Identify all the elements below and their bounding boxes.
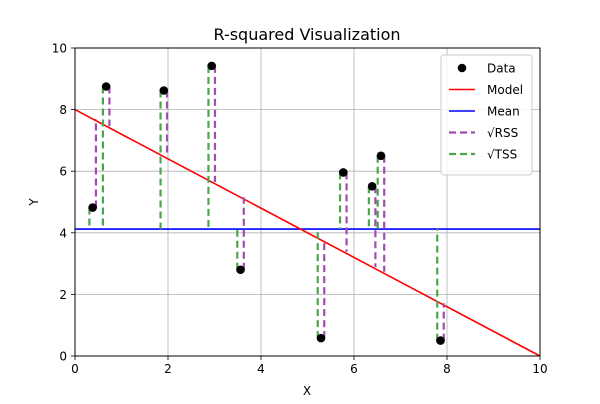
data-point-9 — [436, 336, 445, 345]
x-tick-label: 2 — [164, 362, 172, 376]
y-tick-label: 2 — [59, 288, 67, 302]
data-point-2 — [159, 86, 169, 95]
plot-layer — [74, 61, 541, 357]
y-tick-label: 6 — [59, 165, 67, 179]
y-axis-label: Y — [27, 198, 41, 207]
x-axis-label: X — [303, 384, 311, 398]
data-point-6 — [339, 168, 348, 177]
x-tick-label: 4 — [257, 362, 265, 376]
plot-frame — [74, 47, 541, 357]
y-tick-label: 0 — [59, 350, 67, 364]
data-point-0 — [88, 203, 97, 212]
legend-label-4: √TSS — [487, 148, 517, 162]
legend-label-0: Data — [487, 62, 516, 76]
legend-label-3: √RSS — [487, 126, 518, 140]
legend-label-1: Model — [487, 83, 523, 97]
x-tick-label: 0 — [71, 362, 79, 376]
model-line — [74, 108, 541, 357]
y-tick-label: 10 — [52, 42, 67, 56]
x-tick-label: 8 — [443, 362, 451, 376]
data-point-7 — [367, 181, 377, 191]
legend-box — [440, 54, 533, 176]
x-tick-label: 10 — [532, 362, 547, 376]
x-tick-label: 6 — [350, 362, 358, 376]
data-point-4 — [236, 265, 245, 275]
data-point-5 — [316, 333, 326, 343]
legend-swatch-0 — [457, 63, 467, 73]
legend: Data Model Mean √RSS √TSS — [440, 54, 533, 176]
chart-title: R-squared Visualization — [213, 25, 400, 44]
data-point-8 — [376, 151, 386, 161]
data-point-1 — [101, 82, 111, 91]
y-tick-label: 4 — [59, 226, 67, 240]
axis-layer: 0 2 4 6 8 10 0 2 4 6 8 10 — [52, 42, 548, 377]
legend-label-2: Mean — [487, 105, 520, 119]
data-point-3 — [207, 61, 217, 71]
y-tick-label: 8 — [59, 103, 67, 117]
